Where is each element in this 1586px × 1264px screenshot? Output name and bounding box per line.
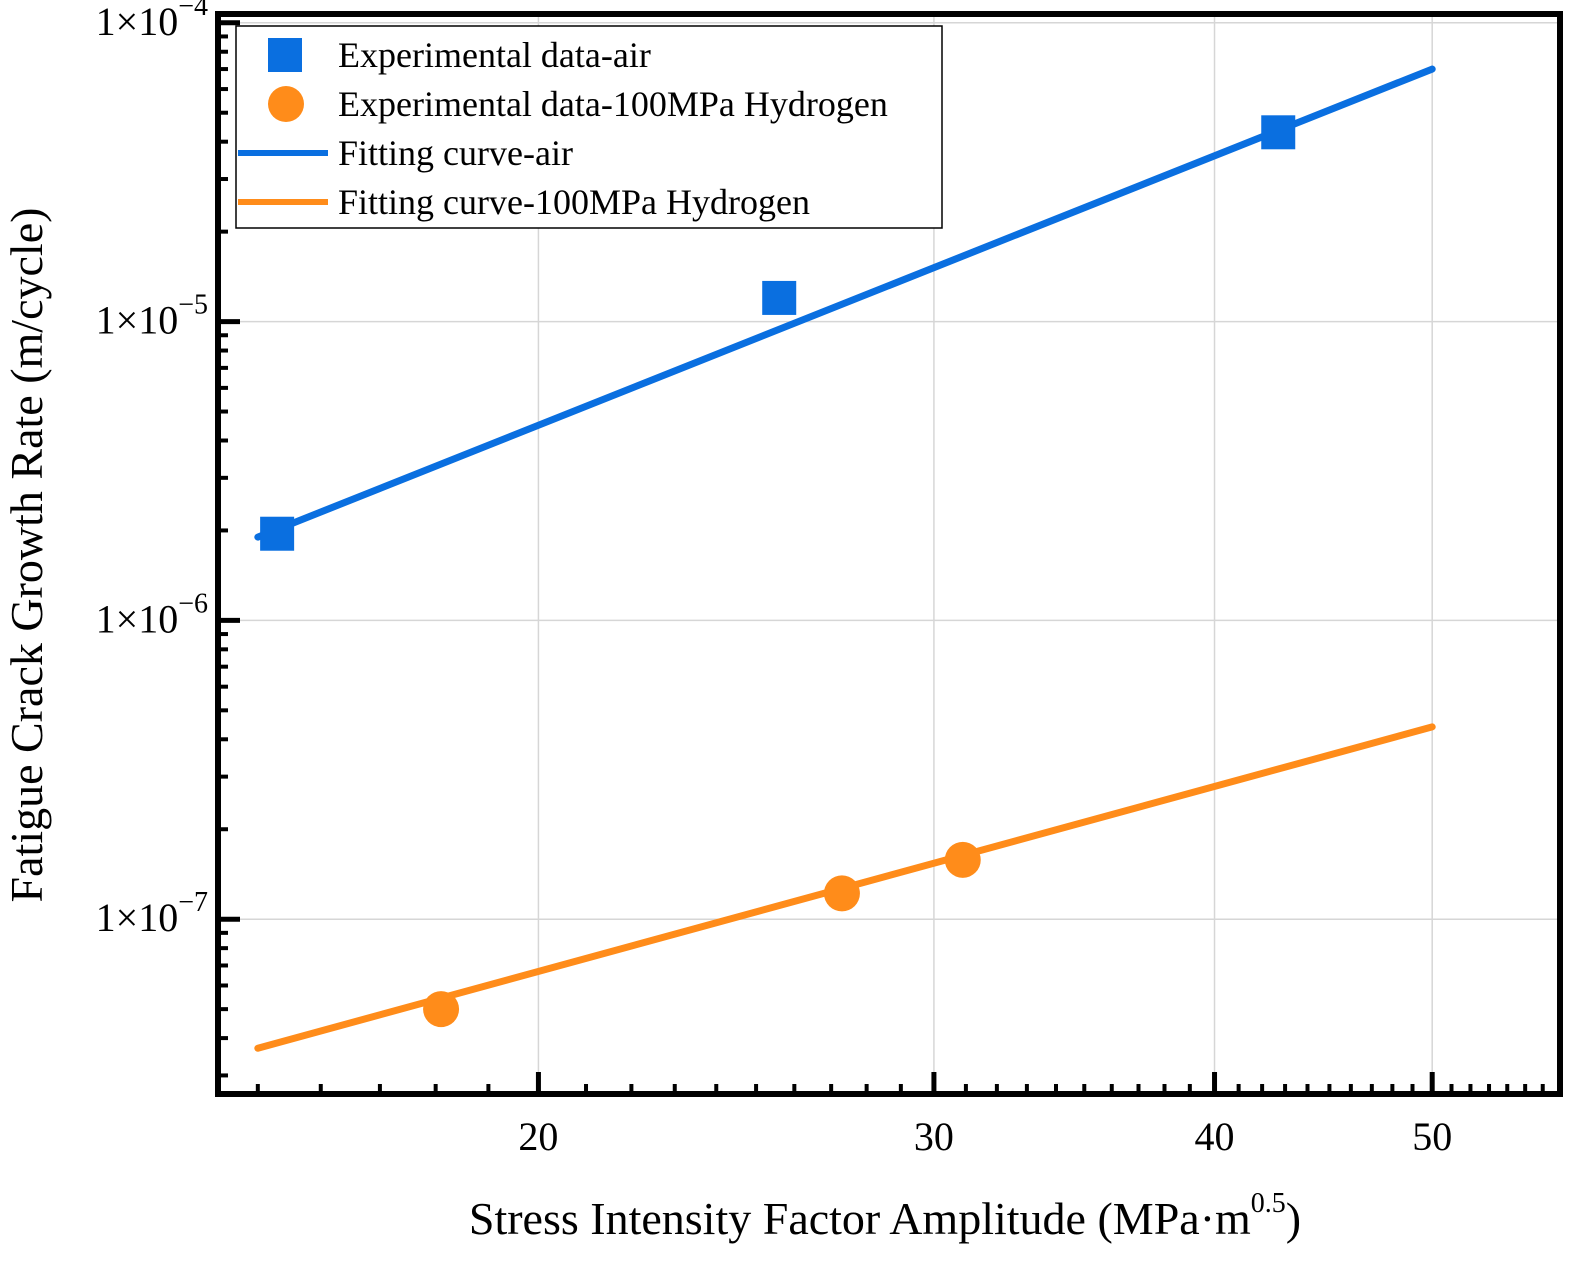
data-point-square [762,280,797,315]
y-tick-label: 1×10−4 [96,0,208,44]
tick-labels: 20 30 40 50 1×10−7 1×10−6 1×10−5 1×10−4 [96,0,1453,1159]
data-point-square [260,516,295,551]
y-tick-label: 1×10−6 [96,588,208,641]
y-tick-label: 1×10−5 [96,290,208,343]
legend-label-air-data: Experimental data-air [338,35,651,75]
legend-box [235,25,943,229]
data-point-circle [823,875,860,912]
y-tick-label: 1×10−7 [96,887,208,940]
x-tick-label: 30 [914,1114,954,1159]
legend-label-hydrogen-data: Experimental data-100MPa Hydrogen [338,84,888,124]
data-point-circle [944,841,981,878]
legend-label-air-fit: Fitting curve-air [338,133,573,173]
legend-label-hydrogen-fit: Fitting curve-100MPa Hydrogen [338,182,810,222]
legend: Experimental data-air Experimental data-… [235,25,943,229]
fit-line [254,65,1436,541]
y-axis-title: Fatigue Crack Growth Rate (m/cycle) [1,208,52,903]
x-axis-title: Stress Intensity Factor Amplitude (MPa·m… [469,1188,1301,1244]
ticks [218,20,1545,1094]
x-tick-label: 40 [1195,1114,1235,1159]
x-tick-label: 50 [1412,1114,1452,1159]
x-tick-label: 20 [518,1114,558,1159]
plot-frame [215,11,1563,1097]
legend-marker-air-data [268,38,302,72]
data-point-square [1261,115,1296,150]
data-point-circle [423,991,460,1028]
series-layer [254,65,1436,1052]
legend-marker-hydrogen-data [268,86,304,122]
